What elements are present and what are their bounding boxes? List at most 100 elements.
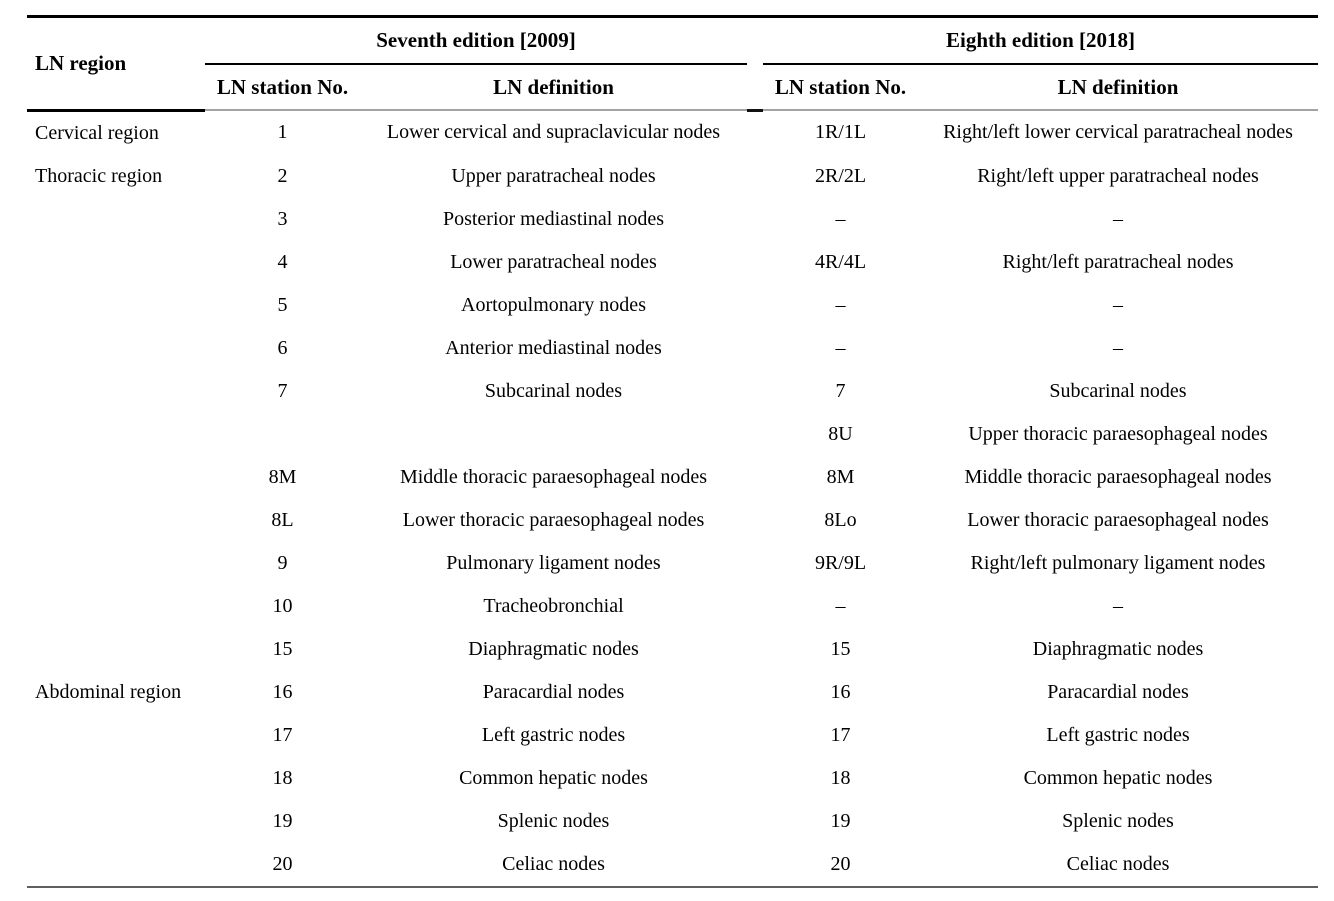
cell-gap: [747, 542, 763, 585]
cell-definition-eighth: Right/left lower cervical paratracheal n…: [943, 121, 1293, 144]
cell-station-no-seventh: 2: [277, 164, 288, 187]
cell-definition-seventh: Subcarinal nodes: [484, 379, 623, 402]
cell-definition-seventh: Middle thoracic paraesophageal nodes: [399, 465, 708, 488]
cell-ln-region: [27, 284, 205, 327]
table-row: 8L Lower thoracic paraesophageal nodes 8Lo…: [27, 499, 1318, 542]
ln-station-comparison-table: LN region Seventh edition [2009] Eighth …: [27, 15, 1318, 888]
cell-station-no-seventh: 9: [277, 551, 288, 574]
cell-gap: [747, 284, 763, 327]
cell-ln-region: [27, 499, 205, 542]
cell-definition-seventh: Posterior mediastinal nodes: [442, 207, 665, 230]
cell-station-no-eighth: 8U: [828, 422, 853, 445]
cell-ln-region: [27, 542, 205, 585]
cell-station-no-eighth: 2R/2L: [814, 164, 867, 187]
cell-definition-eighth: Diaphragmatic nodes: [1032, 637, 1204, 660]
cell-station-no-seventh: 8M: [268, 465, 297, 488]
cell-ln-region: [27, 757, 205, 800]
cell-station-no-eighth: –: [835, 336, 846, 359]
cell-station-no-eighth: –: [835, 207, 846, 230]
cell-ln-region: [27, 843, 205, 887]
cell-station-no-seventh: 3: [277, 207, 288, 230]
cell-ln-region: Abdominal region: [35, 680, 182, 703]
cell-definition-seventh: Splenic nodes: [497, 809, 610, 832]
cell-definition-eighth: Celiac nodes: [1066, 852, 1170, 875]
cell-ln-region: [27, 628, 205, 671]
table-row: 3 Posterior mediastinal nodes – –: [27, 198, 1318, 241]
cell-station-no-eighth: 8Lo: [824, 508, 857, 531]
cell-definition-eighth: Right/left pulmonary ligament nodes: [970, 551, 1266, 574]
cell-gap: [747, 456, 763, 499]
cell-definition-eighth: –: [1113, 293, 1123, 316]
cell-ln-region: [27, 241, 205, 284]
cell-definition-seventh: Lower paratracheal nodes: [450, 250, 657, 273]
cell-definition-eighth: Right/left upper paratracheal nodes: [977, 164, 1259, 187]
cell-gap: [747, 155, 763, 198]
cell-ln-region: [27, 413, 205, 456]
table-row: 19 Splenic nodes 19 Splenic nodes: [27, 800, 1318, 843]
cell-definition-eighth: –: [1113, 207, 1123, 230]
table-row: 15 Diaphragmatic nodes 15 Diaphragmatic nod…: [27, 628, 1318, 671]
table-row: 4 Lower paratracheal nodes 4R/4L Right/left…: [27, 241, 1318, 284]
cell-definition-eighth: Lower thoracic paraesophageal nodes: [967, 508, 1269, 531]
table-row: 18 Common hepatic nodes 18 Common hepatic n…: [27, 757, 1318, 800]
cell-gap: [747, 110, 763, 155]
column-header-definition-eighth: LN definition: [918, 64, 1318, 111]
cell-gap: [747, 671, 763, 714]
cell-station-no-eighth: 1R/1L: [814, 121, 867, 144]
column-group-eighth-edition: Eighth edition [2018]: [763, 16, 1318, 65]
cell-definition-seventh: [360, 413, 747, 456]
cell-station-no-eighth: 20: [830, 852, 851, 875]
cell-gap: [747, 327, 763, 370]
cell-ln-region: Thoracic region: [35, 164, 163, 187]
cell-gap: [747, 413, 763, 456]
table-row: 8M Middle thoracic paraesophageal nodes 8M…: [27, 456, 1318, 499]
cell-definition-eighth: –: [1113, 336, 1123, 359]
cell-definition-eighth: Left gastric nodes: [1046, 723, 1190, 746]
cell-station-no-eighth: 19: [830, 809, 851, 832]
cell-gap: [747, 241, 763, 284]
cell-gap: [747, 843, 763, 887]
table-row: 17 Left gastric nodes 17 Left gastric nodes: [27, 714, 1318, 757]
table-row: 10 Tracheobronchial – –: [27, 585, 1318, 628]
cell-station-no-seventh: [205, 413, 360, 456]
cell-ln-region: [27, 800, 205, 843]
cell-station-no-seventh: 8L: [271, 508, 294, 531]
table-row: 5 Aortopulmonary nodes – –: [27, 284, 1318, 327]
cell-station-no-eighth: 18: [830, 766, 851, 789]
column-header-station-no-eighth: LN station No.: [763, 64, 918, 111]
cell-gap: [747, 585, 763, 628]
cell-gap: [747, 198, 763, 241]
cell-gap: [747, 757, 763, 800]
cell-station-no-seventh: 18: [272, 766, 293, 789]
cell-definition-seventh: Left gastric nodes: [481, 723, 626, 746]
cell-ln-region: [27, 327, 205, 370]
column-group-seventh-edition: Seventh edition [2009]: [205, 16, 747, 65]
cell-definition-seventh: Common hepatic nodes: [459, 766, 648, 789]
cell-definition-seventh: Upper paratracheal nodes: [451, 164, 656, 187]
table-row: Cervical region 1 Lower cervical and supra…: [27, 110, 1318, 155]
table-row: 9 Pulmonary ligament nodes 9R/9L Right/left…: [27, 542, 1318, 585]
cell-definition-eighth: Right/left paratracheal nodes: [1002, 250, 1234, 273]
cell-ln-region: [27, 198, 205, 241]
cell-station-no-seventh: 7: [277, 379, 288, 402]
cell-definition-seventh: Paracardial nodes: [482, 680, 625, 703]
cell-station-no-eighth: 17: [830, 723, 851, 746]
cell-definition-eighth: Middle thoracic paraesophageal nodes: [964, 465, 1272, 488]
cell-ln-region: [27, 714, 205, 757]
cell-definition-seventh: Lower cervical and supraclavicular nodes: [386, 121, 721, 144]
table-header: LN region Seventh edition [2009] Eighth …: [27, 16, 1318, 112]
cell-gap: [747, 800, 763, 843]
cell-station-no-seventh: 4: [277, 250, 288, 273]
cell-station-no-seventh: 17: [272, 723, 293, 746]
cell-station-no-eighth: –: [835, 594, 846, 617]
cell-gap: [747, 499, 763, 542]
cell-station-no-eighth: 4R/4L: [814, 250, 867, 273]
header-spanner-row: LN region Seventh edition [2009] Eighth …: [27, 16, 1318, 112]
cell-station-no-seventh: 16: [272, 680, 293, 703]
cell-definition-eighth: Paracardial nodes: [1047, 680, 1189, 703]
cell-station-no-eighth: 7: [835, 379, 846, 402]
cell-station-no-eighth: –: [835, 293, 846, 316]
table-row: Abdominal region 16 Paracardial nodes 16 Par…: [27, 671, 1318, 714]
column-header-definition-seventh: LN definition: [360, 64, 747, 111]
